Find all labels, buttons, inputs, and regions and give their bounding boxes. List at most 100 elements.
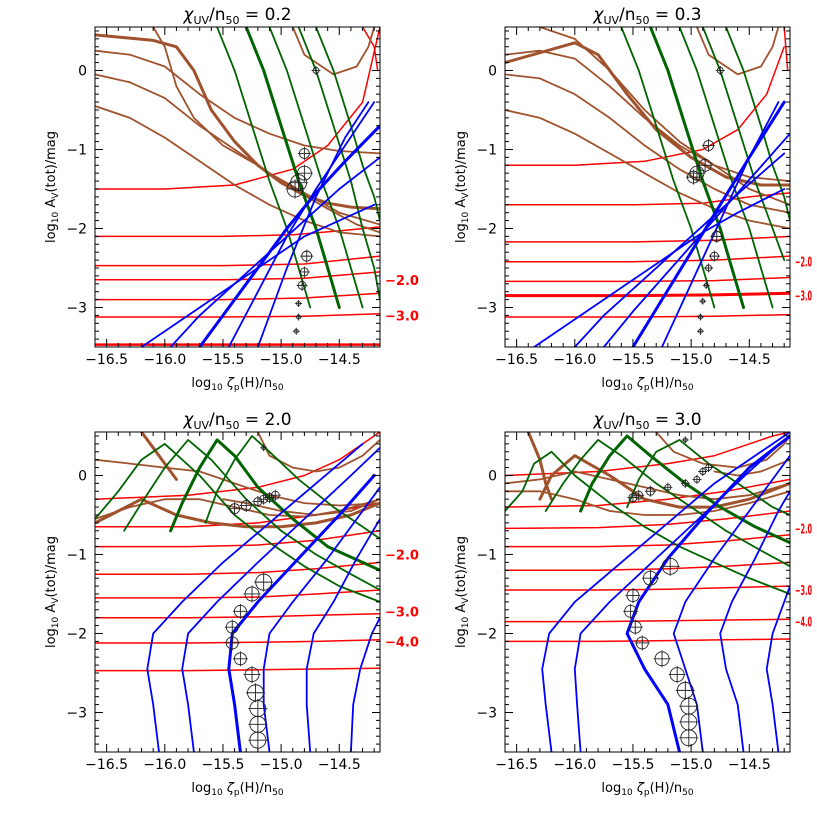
series-line-18 [315,27,380,222]
x-tick-label: −15.0 [260,352,303,368]
panel-chi-2-0: χUV/n50 = 2.0 −16.5 −16.0 −15.5 −15.0 −14.5 0… [44,410,419,798]
series-line-18 [725,27,790,222]
axis-ticks: −16.5 −16.0 −15.5 −15.0 −14.5 0 −1 −2 −3 [476,27,790,368]
x-tick-label: −16.5 [85,757,128,773]
series-line-10 [505,470,790,501]
y-tick-label: 0 [78,63,87,79]
marker-cross [300,249,314,263]
contour-label-0: −2.0 [385,274,419,289]
data-marker-1 [269,489,281,501]
marker-cross [297,146,311,160]
marker-cross [679,728,699,748]
contour-label-1: −3.0 [795,584,812,599]
series-line-19 [533,188,786,347]
marker-cross [232,651,248,667]
y-tick-label: −3 [66,705,87,721]
marker-cross [634,635,650,651]
panel-title-value: = 3.0 [650,410,702,430]
series-line-16 [169,438,380,572]
series-line-15 [123,439,380,591]
marker-cross [246,683,266,703]
series-line-15 [648,27,745,309]
series-line-9 [526,432,553,501]
series-line-6 [505,618,790,623]
series-line-19 [181,446,380,752]
series-line-16 [678,27,774,309]
data-marker-11 [625,588,641,604]
contour-labels: −2.0 −3.0 −4.0 [385,548,419,650]
contour-label-1: −3.0 [385,605,419,620]
series-line-20 [169,156,380,347]
marker-cross [285,179,305,199]
data-marker-4 [285,179,305,199]
series-line-8 [95,497,380,529]
data-marker-17 [248,730,268,750]
x-tick-label: −15.5 [612,352,655,368]
x-axis-label: log10 ζp(H)/n50 [601,376,693,393]
panel-title: χUV/n50 = 3.0 [592,410,701,432]
marker-cross [298,266,310,278]
marker-cross [292,327,300,335]
marker-cross [685,169,701,185]
data-marker-2 [698,467,708,477]
plot-area [95,432,380,752]
data-marker-15 [653,650,671,668]
series-line-6 [505,313,790,318]
x-tick-label: −14.5 [318,757,361,773]
data-marker-0 [311,65,321,75]
data-marker-1 [702,139,716,153]
series-line-12 [257,432,380,473]
data-marker-5 [239,498,253,512]
axis-ticks: −16.5 −16.0 −15.5 −15.0 −14.5 0 −1 −2 −3 [66,27,380,368]
series-line-7 [95,667,380,672]
x-tick-label: −15.5 [612,757,655,773]
data-marker-6 [644,485,656,497]
marker-cross [641,569,659,587]
plot-frame [94,431,381,753]
marker-cross [668,666,686,684]
marker-cross [675,680,695,700]
data-marker-4 [680,478,690,488]
data-marker-11 [224,635,240,651]
data-marker-6 [298,266,310,278]
data-marker-0 [715,65,725,75]
contour-label-0: −2.0 [385,548,419,563]
series-line-17 [701,27,786,261]
panel-title-value: = 2.0 [240,410,292,430]
x-tick-label: −16.0 [143,352,186,368]
x-tick-label: −15.5 [202,757,245,773]
marker-cross [681,436,689,444]
series-line-1 [505,478,790,508]
series-line-8 [538,454,790,509]
data-marker-10 [696,313,704,321]
y-tick-label: −1 [476,142,497,158]
x-tick-label: −16.0 [553,352,596,368]
y-axis-label: log10 AV(tot)/mag [44,131,61,243]
contour-labels: −2.0 −3.0 [795,256,812,305]
x-tick-label: −15.5 [202,352,245,368]
data-marker-0 [260,444,268,452]
series-line-17 [626,439,790,516]
series-line-0 [505,46,785,167]
data-marker-5 [710,229,724,243]
series-line-3 [505,533,790,548]
series-line-5 [505,585,790,591]
series-line-9 [505,49,790,182]
series-line-3 [95,271,380,281]
data-marker-1 [704,463,714,473]
series-line-4 [95,292,380,301]
y-tick-label: −1 [66,547,87,563]
panel-chi-3-0: χUV/n50 = 3.0 −16.5 −16.0 −15.5 −15.0 −14.5 0… [454,410,812,798]
y-tick-label: −1 [66,142,87,158]
contour-label-2: −4.0 [385,635,419,650]
data-marker-4 [252,496,264,508]
marker-cross [704,463,714,473]
marker-cross [699,297,707,305]
data-marker-14 [246,683,266,703]
series-line-14 [505,450,790,595]
panel-chi-0-3: χUV/n50 = 0.3 −16.5 −16.0 −15.5 −15.0 −14.5 0… [454,5,812,393]
marker-cross [258,493,270,505]
marker-cross [224,635,240,651]
data-marker-13 [243,666,261,684]
